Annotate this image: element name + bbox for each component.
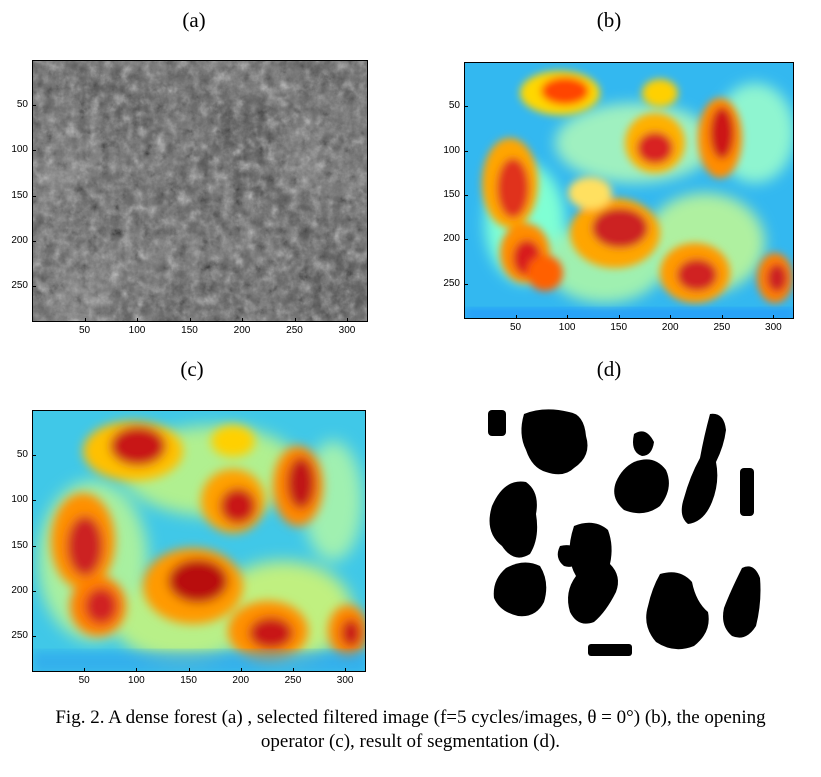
- opening-heatmap: [33, 411, 365, 671]
- y-tick-label: 200: [11, 234, 28, 246]
- mask-blob: [489, 481, 538, 558]
- mask-blob: [681, 413, 726, 524]
- x-tick-label: 200: [233, 325, 251, 336]
- x-tick-label: 250: [284, 675, 302, 686]
- x-tick-label: 300: [336, 675, 354, 686]
- y-tick-label: 50: [16, 99, 28, 111]
- mask-blob: [521, 409, 588, 475]
- x-tick-label: 300: [765, 322, 782, 333]
- y-tick-label: 250: [11, 629, 28, 641]
- mask-blob: [568, 522, 618, 624]
- x-tick-mark: [136, 668, 138, 672]
- y-tick-label: 250: [443, 277, 460, 289]
- y-tick-mark: [464, 283, 468, 285]
- panel-b-label: (b): [596, 8, 622, 32]
- y-tick-mark: [32, 105, 36, 107]
- y-tick-label: 200: [11, 584, 28, 596]
- x-tick-label: 100: [558, 322, 576, 333]
- x-tick-mark: [188, 668, 190, 672]
- x-tick-label: 50: [510, 322, 522, 333]
- x-tick-mark: [84, 668, 86, 672]
- panel-a-image: [32, 60, 368, 322]
- x-tick-label: 250: [713, 322, 731, 333]
- mask-blob: [614, 459, 669, 514]
- filtered-heatmap: [465, 63, 793, 318]
- mask-blob: [488, 410, 506, 436]
- y-tick-label: 50: [16, 449, 28, 461]
- y-tick-label: 150: [443, 188, 460, 200]
- caption-line-1: Fig. 2. A dense forest (a) , selected fi…: [55, 707, 766, 728]
- mask-blob: [557, 545, 580, 567]
- x-tick-mark: [345, 668, 347, 672]
- x-tick-label: 50: [78, 675, 90, 686]
- segmentation-mask: [488, 409, 761, 656]
- x-tick-mark: [189, 318, 191, 322]
- x-tick-mark: [670, 315, 672, 319]
- y-tick-mark: [32, 635, 36, 637]
- y-tick-mark: [32, 500, 36, 502]
- panel-a-label: (a): [182, 8, 206, 32]
- y-tick-label: 250: [11, 279, 28, 291]
- mask-blob: [723, 566, 761, 638]
- y-tick-mark: [32, 590, 36, 592]
- mask-blob: [740, 468, 754, 516]
- x-tick-mark: [292, 668, 294, 672]
- x-tick-mark: [242, 318, 243, 322]
- caption-line-2: operator (c), result of segmentation (d)…: [260, 731, 561, 752]
- y-tick-mark: [32, 240, 36, 242]
- y-tick-label: 150: [11, 189, 28, 201]
- panel-c-label: (c): [180, 357, 204, 381]
- x-tick-mark: [294, 318, 296, 322]
- mask-blob: [588, 644, 632, 656]
- x-tick-label: 200: [232, 675, 250, 686]
- x-tick-mark: [618, 315, 620, 319]
- y-tick-mark: [32, 285, 36, 287]
- x-tick-label: 100: [128, 325, 146, 336]
- x-tick-label: 150: [181, 325, 198, 336]
- x-tick-mark: [347, 318, 348, 322]
- forest-image: [33, 61, 367, 321]
- y-tick-mark: [464, 106, 468, 108]
- figure-caption: Fig. 2. A dense forest (a) , selected fi…: [0, 706, 821, 754]
- x-tick-label: 200: [661, 322, 679, 333]
- mask-blob: [633, 431, 654, 456]
- y-tick-label: 100: [443, 144, 460, 156]
- y-tick-mark: [32, 455, 36, 457]
- x-tick-label: 50: [78, 325, 91, 336]
- y-tick-mark: [464, 150, 468, 152]
- y-tick-label: 200: [443, 233, 460, 245]
- mask-blob: [646, 572, 709, 650]
- x-tick-label: 250: [286, 325, 303, 336]
- panel-b-image: [464, 62, 794, 319]
- y-tick-mark: [464, 239, 468, 241]
- y-tick-label: 100: [11, 144, 28, 156]
- mask-blob: [493, 562, 547, 617]
- x-tick-label: 150: [180, 675, 197, 686]
- y-tick-label: 150: [11, 539, 28, 551]
- x-tick-mark: [515, 315, 517, 319]
- y-tick-mark: [32, 195, 36, 197]
- x-tick-mark: [137, 318, 138, 322]
- panel-d-label: (d): [596, 357, 622, 381]
- x-tick-label: 150: [610, 322, 628, 333]
- x-tick-label: 100: [128, 675, 145, 686]
- panel-c-image: [32, 410, 366, 672]
- y-tick-label: 100: [11, 494, 28, 506]
- y-tick-mark: [32, 545, 36, 547]
- x-tick-mark: [721, 315, 723, 319]
- y-tick-label: 50: [448, 100, 460, 112]
- y-tick-mark: [464, 194, 468, 196]
- y-tick-mark: [32, 150, 36, 152]
- x-tick-label: 300: [338, 325, 356, 336]
- x-tick-mark: [567, 315, 569, 319]
- x-tick-mark: [773, 315, 775, 319]
- x-tick-mark: [84, 318, 86, 322]
- x-tick-mark: [240, 668, 242, 672]
